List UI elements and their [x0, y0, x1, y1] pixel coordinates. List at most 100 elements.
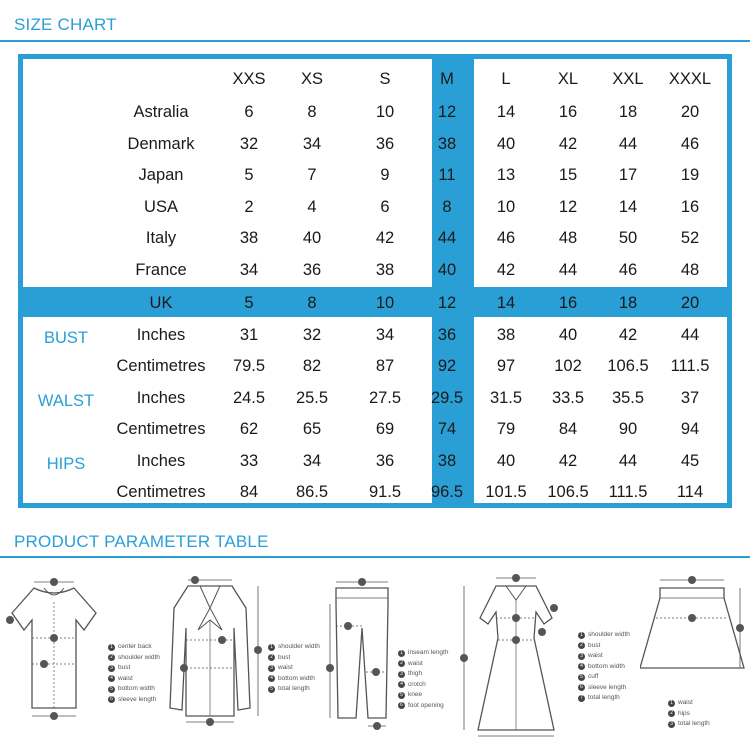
dress-measurement-diagram	[456, 568, 576, 738]
legend-label: total length	[678, 720, 710, 727]
table-cell: 11	[438, 166, 456, 184]
legend-label: total length	[278, 685, 310, 692]
legend-label: shoulder width	[118, 653, 160, 661]
table-cell: 65	[302, 420, 322, 438]
row-label: Inches	[136, 325, 186, 344]
table-cell: 44	[618, 451, 638, 470]
table-cell: 38	[437, 451, 457, 470]
legend-label: inseam length	[408, 649, 449, 656]
table-cell: 44	[437, 229, 457, 247]
table-cell: 42	[558, 134, 578, 153]
table-cell: 8	[307, 103, 317, 121]
table-cell: 91.5	[368, 483, 402, 501]
size-chart-body: XXS XS S M L XL XXL XXXL Astralia 6 8 10 12 14 16 18 20 D…	[23, 59, 727, 503]
row-label: Italy	[145, 229, 177, 247]
legend-item: 6 sleeve length	[578, 683, 630, 694]
number-badge-icon: 6	[398, 702, 405, 710]
number-badge-icon: 3	[578, 652, 585, 660]
number-badge-icon: 1	[668, 699, 675, 707]
table-cell: 34	[302, 451, 322, 470]
table-cell: 5	[244, 294, 254, 312]
table-cell: 87	[375, 357, 395, 375]
table-cell: 12	[437, 294, 457, 312]
table-cell: 34	[302, 134, 322, 153]
blouse-sketch-icon	[169, 576, 262, 726]
table-cell: 79	[496, 420, 516, 438]
number-badge-icon: 7	[578, 694, 585, 702]
pants-legend: 1 inseam length 2 waist 3 thigh 4 crotch 5 knee 6 f…	[398, 648, 448, 711]
table-cell: 46	[496, 229, 516, 247]
legend-label: knee	[408, 691, 423, 698]
table-cell: 29.5	[430, 388, 464, 407]
table-cell: 37	[680, 388, 700, 407]
legend-item: 4 bottom width	[268, 674, 320, 685]
legend-item: 5 total length	[268, 684, 320, 695]
table-cell: 40	[496, 451, 516, 470]
title-rule	[0, 40, 750, 42]
table-cell: 15	[558, 166, 578, 184]
legend-item: 3 waist	[578, 651, 630, 662]
legend-item: 5 cuff	[578, 672, 630, 683]
legend-item: 3 thigh	[398, 669, 448, 680]
table-cell: 62	[239, 420, 259, 438]
table-cell: 40	[558, 325, 578, 344]
row-label: USA	[144, 197, 178, 216]
highlight-row-uk	[23, 287, 727, 317]
table-cell: 38	[375, 260, 395, 279]
table-cell: 79.5	[232, 357, 266, 375]
table-cell: 111.5	[670, 357, 710, 375]
legend-label: bottom width	[118, 685, 155, 692]
legend-item: 4 bottom width	[578, 662, 630, 673]
legend-item: 2 waist	[398, 659, 448, 670]
legend-label: bust	[118, 664, 131, 671]
legend-label: bust	[588, 641, 601, 649]
table-cell: 5	[244, 166, 254, 184]
legend-item: 6 foot opening	[398, 701, 448, 712]
table-cell: 96.5	[430, 483, 464, 501]
legend-label: shoulder width	[588, 631, 630, 638]
table-cell: 84	[558, 420, 578, 438]
size-header-xxxl: XXXL	[668, 70, 712, 88]
table-cell: 36	[375, 451, 395, 470]
legend-label: bottom width	[278, 674, 315, 682]
legend-label: cuff	[588, 673, 599, 680]
table-cell: 38	[239, 229, 259, 247]
skirt-sketch-icon	[639, 576, 745, 669]
table-cell: 44	[558, 260, 578, 279]
parameter-table-title: PRODUCT PARAMETER TABLE	[14, 532, 269, 551]
table-cell: 35.5	[611, 388, 645, 407]
blouse-legend: 1 shoulder width 2 bust 3 waist 4 bottom width 5…	[268, 642, 320, 695]
table-cell: 34	[239, 260, 259, 279]
dress-legend: 1 shoulder width 2 bust 3 waist 4 bottom width 5…	[578, 630, 630, 704]
legend-label: waist	[118, 674, 133, 682]
table-cell: 42	[375, 229, 395, 247]
legend-item: 1 inseam length	[398, 648, 448, 659]
number-badge-icon: 3	[108, 664, 115, 672]
number-badge-icon: 4	[398, 681, 405, 689]
table-cell: 2	[244, 197, 254, 216]
table-cell: 106.5	[547, 483, 589, 501]
legend-item: 2 bust	[578, 641, 630, 652]
number-badge-icon: 3	[398, 670, 405, 678]
table-cell: 33.5	[551, 388, 585, 407]
table-cell: 25.5	[295, 388, 329, 407]
legend-label: sleeve length	[118, 695, 157, 703]
size-header-l: L	[501, 70, 511, 88]
legend-label: shoulder width	[278, 643, 320, 650]
legend-label: total length	[588, 694, 620, 701]
table-cell: 114	[676, 483, 704, 501]
number-badge-icon: 2	[398, 660, 405, 668]
table-cell: 42	[496, 260, 516, 279]
legend-item: 2 hips	[668, 709, 710, 720]
table-cell: 46	[618, 260, 638, 279]
table-cell: 19	[680, 166, 700, 184]
table-cell: 86.5	[295, 483, 329, 501]
legend-item: 5 bottom width	[108, 684, 160, 695]
number-badge-icon: 1	[578, 631, 585, 639]
legend-item: 1 shoulder width	[268, 642, 320, 653]
table-cell: 52	[680, 229, 700, 247]
number-badge-icon: 1	[108, 643, 115, 651]
table-cell: 50	[618, 229, 638, 247]
table-cell: 20	[680, 103, 700, 121]
skirt-legend: 1 waist 2 hips 3 total length	[668, 698, 710, 730]
